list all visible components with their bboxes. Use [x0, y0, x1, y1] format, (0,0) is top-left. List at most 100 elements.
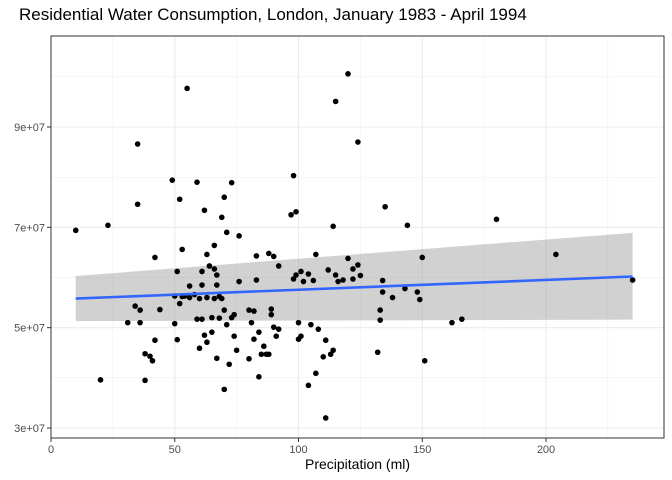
data-point	[332, 272, 339, 278]
data-point	[196, 345, 203, 352]
data-point	[124, 319, 131, 326]
data-point	[379, 289, 386, 295]
data-point	[223, 229, 230, 236]
data-point	[313, 370, 319, 377]
trend-line	[75, 275, 633, 300]
data-point	[421, 357, 428, 364]
data-point	[288, 211, 294, 218]
data-point	[186, 294, 193, 301]
data-point	[345, 255, 351, 262]
data-point	[157, 306, 163, 313]
data-point	[355, 262, 361, 268]
data-point	[147, 353, 153, 360]
data-point	[298, 268, 304, 275]
data-point	[389, 294, 396, 301]
data-point	[459, 316, 465, 322]
data-point	[221, 386, 228, 393]
data-point	[275, 326, 282, 332]
data-point	[132, 303, 138, 309]
data-point	[270, 324, 277, 330]
data-point	[253, 277, 260, 283]
data-point	[196, 295, 203, 302]
y-tick-label: 9e+07	[14, 122, 45, 134]
data-point	[204, 339, 210, 346]
data-point	[340, 277, 346, 283]
data-point	[248, 319, 255, 326]
data-point	[290, 172, 297, 179]
x-tick-label: 200	[537, 444, 555, 456]
data-point	[201, 332, 208, 338]
x-tick-label: 150	[413, 444, 431, 456]
y-tick-label: 7e+07	[14, 222, 45, 234]
data-point	[261, 343, 267, 350]
data-point	[218, 214, 225, 221]
data-point	[186, 283, 193, 289]
data-point	[149, 357, 156, 364]
data-point	[268, 306, 275, 312]
data-point	[300, 278, 307, 285]
data-point	[308, 321, 314, 328]
data-point	[179, 246, 185, 253]
data-point	[233, 347, 240, 354]
data-point	[199, 268, 205, 275]
data-point	[152, 337, 158, 344]
data-point	[629, 277, 636, 283]
data-point	[246, 307, 252, 313]
data-point	[169, 177, 176, 183]
y-axis-ticks: 3e+07 5e+07 7e+07 9e+07	[14, 122, 51, 435]
data-point	[253, 253, 260, 259]
data-point	[419, 254, 426, 261]
data-points	[72, 71, 636, 421]
data-point	[97, 377, 104, 383]
data-point	[199, 316, 205, 322]
chart-title: Residential Water Consumption, London, J…	[19, 5, 527, 24]
data-point	[184, 85, 190, 92]
data-point	[226, 361, 232, 368]
data-point	[327, 351, 334, 358]
data-point	[231, 333, 237, 339]
data-point	[402, 285, 408, 292]
data-point	[176, 300, 183, 307]
data-point	[236, 278, 242, 285]
x-axis-ticks: 0 50 100 150 200	[48, 438, 555, 456]
data-point	[374, 349, 381, 356]
data-point	[295, 319, 302, 326]
data-point	[201, 207, 208, 214]
data-point	[228, 179, 235, 186]
data-point	[251, 308, 257, 314]
data-point	[142, 350, 148, 357]
trend-line-group	[75, 275, 633, 300]
data-point	[553, 251, 559, 258]
x-tick-label: 100	[289, 444, 307, 456]
data-point	[330, 347, 336, 354]
data-point	[174, 336, 181, 343]
data-point	[377, 317, 383, 323]
data-point	[209, 329, 215, 335]
data-point	[214, 282, 220, 288]
data-point	[199, 282, 205, 288]
data-point	[382, 203, 388, 210]
data-point	[298, 333, 304, 339]
data-point	[293, 272, 299, 278]
data-point	[273, 333, 280, 339]
data-point	[214, 272, 220, 278]
data-point	[137, 307, 143, 313]
data-point	[256, 374, 262, 380]
data-point	[221, 194, 228, 201]
data-point	[256, 329, 262, 335]
data-point	[258, 351, 265, 358]
data-point	[174, 268, 181, 275]
data-point	[266, 351, 272, 358]
data-point	[330, 223, 336, 230]
data-point	[332, 98, 339, 105]
data-point	[305, 382, 312, 389]
data-point	[322, 337, 329, 344]
data-point	[290, 276, 297, 282]
data-point	[194, 316, 200, 322]
data-point	[231, 311, 237, 318]
data-point	[275, 263, 282, 269]
data-point	[315, 326, 322, 332]
data-point	[305, 271, 312, 277]
